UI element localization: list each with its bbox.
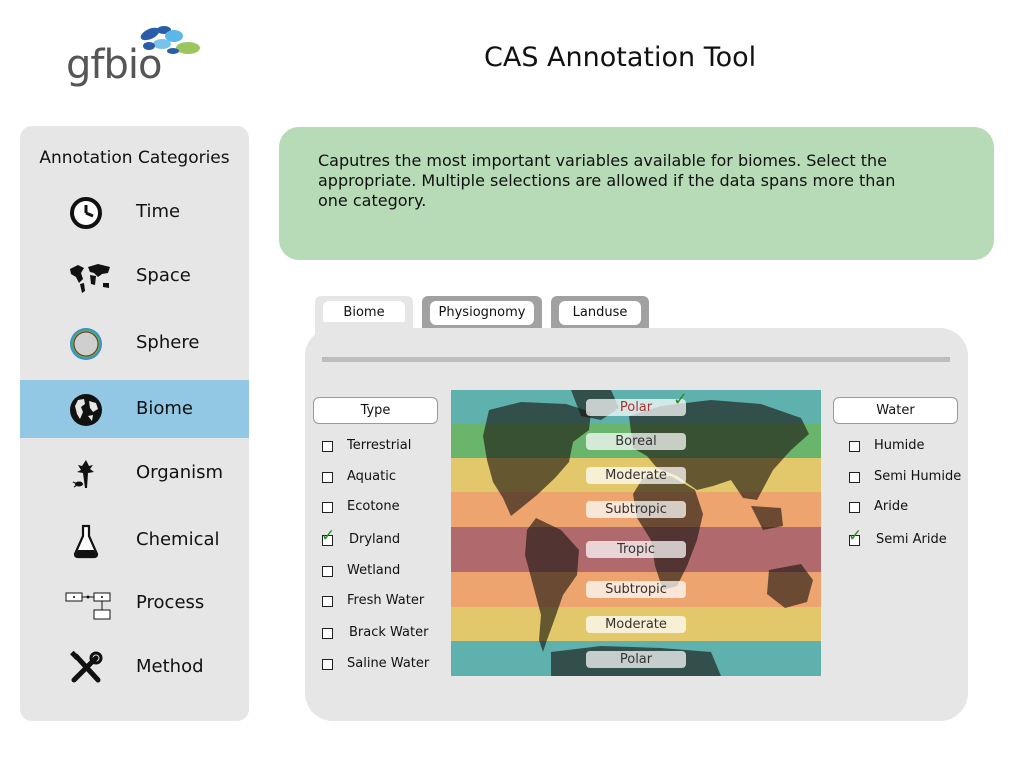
globe-icon (68, 392, 104, 428)
tab-physiognomy[interactable]: Physiognomy (422, 296, 542, 332)
description-text: Caputres the most important variables av… (318, 151, 896, 210)
checkbox[interactable] (322, 628, 333, 639)
option-label: Terrestrial (347, 438, 412, 453)
option-label: Wetland (347, 563, 401, 578)
option-label: Saline Water (347, 656, 430, 671)
tab-landuse[interactable]: Landuse (551, 296, 649, 332)
checkbox[interactable] (322, 659, 333, 670)
sidebar-item-label: Organism (136, 462, 224, 483)
option-label: Semi Humide (874, 469, 962, 484)
sidebar-item-label: Biome (136, 398, 193, 419)
sidebar-item-label: Method (136, 656, 204, 677)
sidebar-item-method[interactable]: Method (20, 638, 249, 696)
checkbox[interactable] (322, 596, 333, 607)
gfbio-logo: gfbio (66, 20, 206, 90)
sidebar-item-time[interactable]: Time (20, 183, 249, 241)
option-label: Brack Water (349, 625, 429, 640)
panel-divider (322, 357, 950, 362)
sidebar-item-label: Chemical (136, 529, 220, 550)
checkbox[interactable] (322, 472, 333, 483)
sidebar-item-label: Sphere (136, 332, 200, 353)
zone-label-polar-south[interactable]: Polar (586, 651, 686, 668)
option-label: Humide (874, 438, 925, 453)
world-map-icon (68, 259, 110, 295)
sphere-icon (68, 326, 104, 362)
description-box: Caputres the most important variables av… (279, 127, 994, 260)
option-label: Aride (874, 499, 909, 514)
organism-icon (68, 456, 104, 492)
sidebar-item-biome[interactable]: Biome (20, 380, 249, 438)
zone-label-moderate-south[interactable]: Moderate (586, 616, 686, 633)
checkbox[interactable] (322, 502, 333, 513)
sidebar-item-chemical[interactable]: Chemical (20, 511, 249, 569)
checkbox[interactable] (322, 566, 333, 577)
option-label: Aquatic (347, 469, 396, 484)
option-label: Ecotone (347, 499, 400, 514)
sidebar-item-space[interactable]: Space (20, 247, 249, 305)
logo-text: gfbio (66, 42, 162, 88)
clock-icon (68, 195, 104, 231)
sidebar-item-organism[interactable]: Organism (20, 444, 249, 502)
option-label: Dryland (349, 532, 401, 547)
checkbox[interactable] (849, 502, 860, 513)
sidebar-item-label: Time (136, 201, 181, 222)
process-diagram-icon (64, 586, 111, 622)
tab-label: Physiognomy (430, 301, 534, 325)
checkbox[interactable] (322, 535, 333, 546)
logo-shapes-icon (140, 26, 200, 54)
sidebar-item-label: Process (136, 592, 205, 613)
tab-label: Biome (323, 301, 405, 325)
checkmark-icon: ✓ (848, 526, 863, 546)
zone-label-polar-north[interactable]: Polar (586, 399, 686, 416)
checkmark-icon: ✓ (321, 526, 336, 546)
sidebar-title: Annotation Categories (39, 148, 230, 168)
sidebar-item-process[interactable]: Process (20, 574, 249, 632)
type-column-header: Type (313, 397, 438, 424)
zone-label-boreal[interactable]: Boreal (586, 433, 686, 450)
tab-label: Landuse (559, 301, 641, 325)
zone-label-subtropic-north[interactable]: Subtropic (586, 501, 686, 518)
annotation-categories-sidebar: Annotation Categories Time Space Sphere … (20, 126, 249, 721)
page-title: CAS Annotation Tool (484, 42, 757, 73)
water-column-header: Water (833, 397, 958, 424)
tab-connector (315, 322, 413, 332)
flask-icon (68, 523, 104, 559)
zone-label-subtropic-south[interactable]: Subtropic (586, 581, 686, 598)
checkbox[interactable] (322, 441, 333, 452)
checkbox[interactable] (849, 535, 860, 546)
climate-zone-map: Polar ✓ Boreal Moderate Subtropic Tropic… (451, 390, 821, 676)
zone-label-moderate-north[interactable]: Moderate (586, 467, 686, 484)
checkmark-icon: ✓ (673, 390, 689, 410)
checkbox[interactable] (849, 441, 860, 452)
option-label: Fresh Water (347, 593, 425, 608)
checkbox[interactable] (849, 472, 860, 483)
option-label: Semi Aride (876, 532, 947, 547)
zone-label-tropic[interactable]: Tropic (586, 541, 686, 558)
sidebar-item-sphere[interactable]: Sphere (20, 314, 249, 372)
sidebar-item-label: Space (136, 265, 191, 286)
tools-icon (68, 650, 104, 686)
